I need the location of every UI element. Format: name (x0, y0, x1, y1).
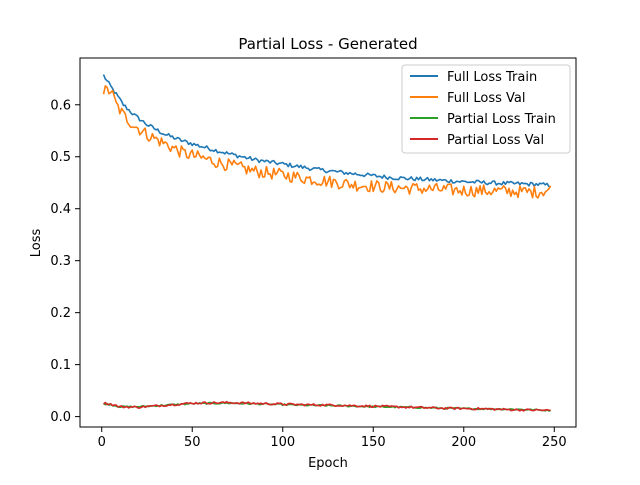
legend-label-full-loss-val: Full Loss Val (447, 91, 525, 106)
y-axis-ticks: 0.0 0.1 0.2 0.3 0.4 0.5 0.6 (50, 98, 80, 425)
y-tick-label: 0.2 (50, 306, 71, 321)
y-axis-label: Loss (29, 229, 44, 258)
series-line-full-loss-train (102, 74, 551, 188)
x-tick-label: 150 (361, 435, 386, 450)
plot-frame (79, 57, 577, 428)
y-tick-label: 0.0 (50, 410, 71, 425)
series-line-full-loss-val (102, 85, 552, 199)
x-axis-ticks: 0 50 100 150 200 250 (98, 427, 567, 450)
y-tick-label: 0.3 (50, 254, 71, 269)
y-tick-label: 0.6 (50, 98, 71, 113)
legend-label-partial-loss-val: Partial Loss Val (447, 133, 544, 148)
y-tick-label: 0.1 (50, 358, 71, 373)
y-tick-label: 0.5 (50, 150, 71, 165)
x-tick-label: 50 (184, 435, 201, 450)
series-layer (102, 74, 552, 412)
legend-label-partial-loss-train: Partial Loss Train (447, 112, 556, 127)
y-tick-label: 0.4 (50, 202, 71, 217)
legend-label-full-loss-train: Full Loss Train (447, 70, 537, 85)
x-tick-label: 250 (542, 435, 567, 450)
chart-title: Partial Loss - Generated (238, 35, 417, 53)
x-axis-label: Epoch (308, 456, 348, 471)
x-tick-label: 0 (98, 435, 106, 450)
series-line-partial-loss-val (103, 400, 551, 412)
legend: Full Loss Train Full Loss Val Partial Lo… (401, 64, 571, 154)
legend-box (401, 64, 571, 154)
x-tick-label: 100 (270, 435, 295, 450)
x-tick-label: 200 (451, 435, 476, 450)
